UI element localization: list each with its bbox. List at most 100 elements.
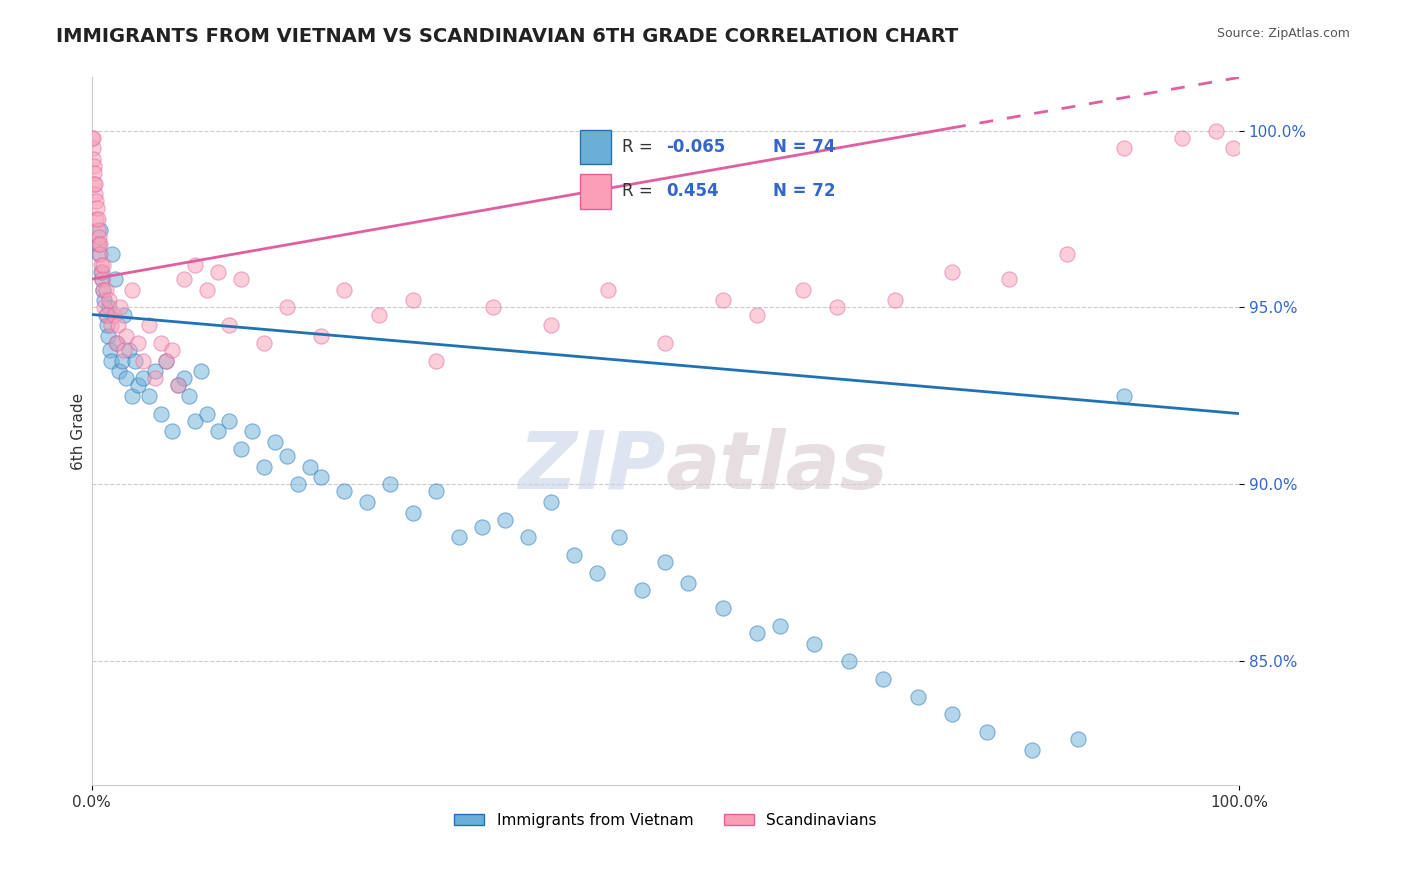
- Point: [631, 583, 654, 598]
- Point: [111, 353, 134, 368]
- Point: [425, 484, 447, 499]
- Point: [678, 576, 700, 591]
- Point: [745, 308, 768, 322]
- Point: [792, 283, 814, 297]
- Point: [173, 272, 195, 286]
- Point: [89, 236, 111, 251]
- Point: [173, 371, 195, 385]
- Point: [745, 626, 768, 640]
- Point: [82, 152, 104, 166]
- Point: [333, 484, 356, 499]
- Point: [105, 335, 128, 350]
- Legend: Immigrants from Vietnam, Scandinavians: Immigrants from Vietnam, Scandinavians: [447, 807, 883, 834]
- Point: [115, 371, 138, 385]
- Point: [838, 654, 860, 668]
- Point: [127, 378, 149, 392]
- Point: [94, 308, 117, 322]
- Point: [207, 265, 229, 279]
- Point: [127, 335, 149, 350]
- Point: [86, 194, 108, 209]
- Point: [82, 130, 104, 145]
- Point: [654, 335, 676, 350]
- Point: [83, 177, 105, 191]
- Point: [562, 548, 585, 562]
- Point: [229, 442, 252, 456]
- Point: [91, 265, 114, 279]
- Point: [253, 459, 276, 474]
- Point: [89, 229, 111, 244]
- Point: [309, 328, 332, 343]
- Point: [482, 301, 505, 315]
- Point: [143, 371, 166, 385]
- Y-axis label: 6th Grade: 6th Grade: [72, 392, 86, 470]
- Point: [516, 530, 538, 544]
- Point: [83, 159, 105, 173]
- Point: [112, 308, 135, 322]
- Point: [98, 293, 121, 308]
- Point: [103, 308, 125, 322]
- Point: [242, 424, 264, 438]
- Point: [91, 283, 114, 297]
- Point: [96, 318, 118, 332]
- Point: [90, 265, 112, 279]
- Point: [907, 690, 929, 704]
- Point: [402, 506, 425, 520]
- Point: [166, 378, 188, 392]
- Point: [1205, 123, 1227, 137]
- Point: [1222, 141, 1244, 155]
- Text: ZIP: ZIP: [517, 427, 665, 506]
- Point: [264, 434, 287, 449]
- Point: [149, 335, 172, 350]
- Text: atlas: atlas: [665, 427, 889, 506]
- Point: [132, 371, 155, 385]
- Point: [287, 477, 309, 491]
- Point: [872, 672, 894, 686]
- Point: [83, 187, 105, 202]
- Point: [941, 707, 963, 722]
- Point: [155, 353, 177, 368]
- Point: [143, 364, 166, 378]
- Point: [138, 318, 160, 332]
- Point: [91, 272, 114, 286]
- Point: [91, 258, 114, 272]
- Point: [1067, 732, 1090, 747]
- Point: [87, 236, 110, 251]
- Point: [160, 424, 183, 438]
- Point: [160, 343, 183, 357]
- Point: [367, 308, 389, 322]
- Point: [104, 335, 127, 350]
- Text: Source: ZipAtlas.com: Source: ZipAtlas.com: [1216, 27, 1350, 40]
- Point: [90, 272, 112, 286]
- Point: [1170, 130, 1192, 145]
- Point: [447, 530, 470, 544]
- Point: [87, 211, 110, 226]
- Point: [87, 247, 110, 261]
- Point: [90, 258, 112, 272]
- Point: [117, 343, 139, 357]
- Point: [276, 449, 298, 463]
- Point: [84, 211, 107, 226]
- Point: [97, 328, 120, 343]
- Point: [190, 364, 212, 378]
- Point: [155, 353, 177, 368]
- Point: [471, 520, 494, 534]
- Point: [540, 495, 562, 509]
- Point: [166, 378, 188, 392]
- Point: [96, 308, 118, 322]
- Point: [1021, 742, 1043, 756]
- Point: [195, 407, 218, 421]
- Point: [84, 177, 107, 191]
- Point: [827, 301, 849, 315]
- Point: [101, 247, 124, 261]
- Point: [91, 283, 114, 297]
- Point: [711, 601, 734, 615]
- Point: [253, 335, 276, 350]
- Point: [86, 222, 108, 236]
- Point: [769, 619, 792, 633]
- Point: [378, 477, 401, 491]
- Point: [82, 130, 104, 145]
- Point: [218, 318, 240, 332]
- Point: [803, 636, 825, 650]
- Point: [976, 725, 998, 739]
- Point: [425, 353, 447, 368]
